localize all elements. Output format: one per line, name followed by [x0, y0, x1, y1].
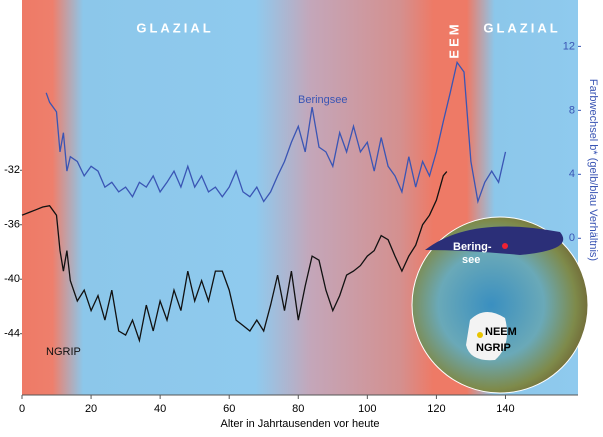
series-label: Beringsee: [298, 94, 348, 106]
inset-map: Bering-see NEEM NGRIP: [412, 217, 588, 393]
x-tick-label: 60: [223, 403, 235, 415]
band-label: GLAZIAL: [483, 20, 560, 35]
y-tick-label: -40: [4, 273, 20, 285]
inset-label: see: [462, 254, 480, 266]
inset-label: NEEM: [485, 326, 517, 338]
page: {"chart_data": { "type": "line", "xlabel…: [0, 0, 603, 437]
y-tick-label: -32: [4, 164, 20, 176]
band-label: HOLOZÄN: [5, 27, 20, 112]
x-tick-label: 80: [292, 403, 304, 415]
y2-tick-label: 0: [569, 232, 575, 244]
inset-label: NGRIP: [476, 342, 511, 354]
x-tick-label: 40: [154, 403, 166, 415]
inset-label: Bering-: [453, 241, 492, 253]
y2-tick-label: 8: [569, 104, 575, 116]
y2-tick-label: 4: [569, 168, 575, 180]
site-marker: [477, 332, 483, 338]
band-label: EEM: [446, 21, 461, 58]
band-label: GLAZIAL: [136, 20, 213, 35]
site-marker: [502, 243, 508, 249]
x-tick-label: 140: [496, 403, 514, 415]
x-axis-label: Alter in Jahrtausenden vor heute: [221, 418, 380, 430]
y-tick-label: -44: [4, 328, 20, 340]
y-tick-label: -36: [4, 219, 20, 231]
y2-tick-label: 12: [563, 40, 575, 52]
x-tick-label: 100: [358, 403, 376, 415]
series-label: NGRIP: [46, 346, 81, 358]
x-tick-label: 0: [19, 403, 25, 415]
y2-axis-label: Farbwechsel b* (gelb/blau Verhältnis): [587, 79, 599, 261]
x-tick-label: 20: [85, 403, 97, 415]
chart: Bering-see NEEM NGRIP HOLOZÄN GLAZIAL EEM GLA…: [0, 0, 603, 437]
x-tick-label: 120: [427, 403, 445, 415]
